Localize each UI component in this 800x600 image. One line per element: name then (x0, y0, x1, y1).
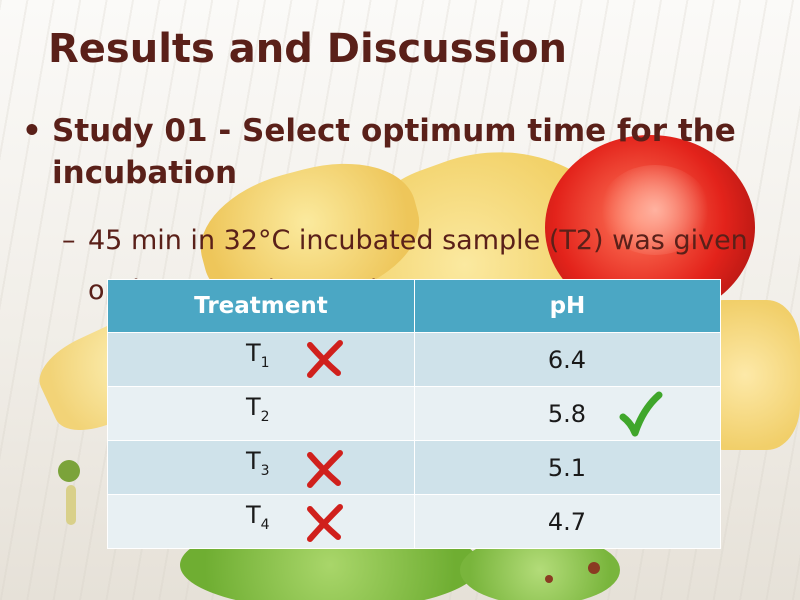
ph-cell: 5.8 (413, 386, 722, 441)
table-row: T4 4.7 (107, 494, 722, 549)
ph-cell: 5.1 (413, 440, 722, 495)
cross-icon (307, 450, 343, 488)
slide-title: Results and Discussion (48, 26, 568, 72)
treatment-label: T2 (246, 393, 270, 425)
treatment-cell: T1 (107, 332, 415, 387)
header-ph: pH (413, 279, 722, 333)
treatment-label: T3 (246, 447, 270, 479)
table-row: T3 5.1 (107, 440, 722, 495)
bullet-dot: • (22, 113, 42, 149)
treatment-label: T1 (246, 339, 270, 371)
treatment-label: T4 (246, 501, 270, 533)
ph-value: 5.8 (547, 399, 587, 428)
ph-cell: 6.4 (413, 332, 722, 387)
ph-cell: 4.7 (413, 494, 722, 549)
ph-results-table: Treatment pH T1 6.4 T2 5.8 (107, 279, 722, 549)
cross-icon (307, 504, 343, 542)
table-row: T1 6.4 (107, 332, 722, 387)
bullet-study-text: Study 01 - Select optimum time for the i… (52, 113, 736, 191)
header-treatment: Treatment (107, 279, 415, 333)
table-header-row: Treatment pH (107, 279, 722, 333)
sub-bullet-dash: – (62, 225, 76, 256)
cross-icon (307, 340, 343, 378)
table-row: T2 5.8 (107, 386, 722, 441)
check-icon (619, 391, 663, 437)
treatment-cell: T4 (107, 494, 415, 549)
treatment-cell: T2 (107, 386, 415, 441)
treatment-cell: T3 (107, 440, 415, 495)
